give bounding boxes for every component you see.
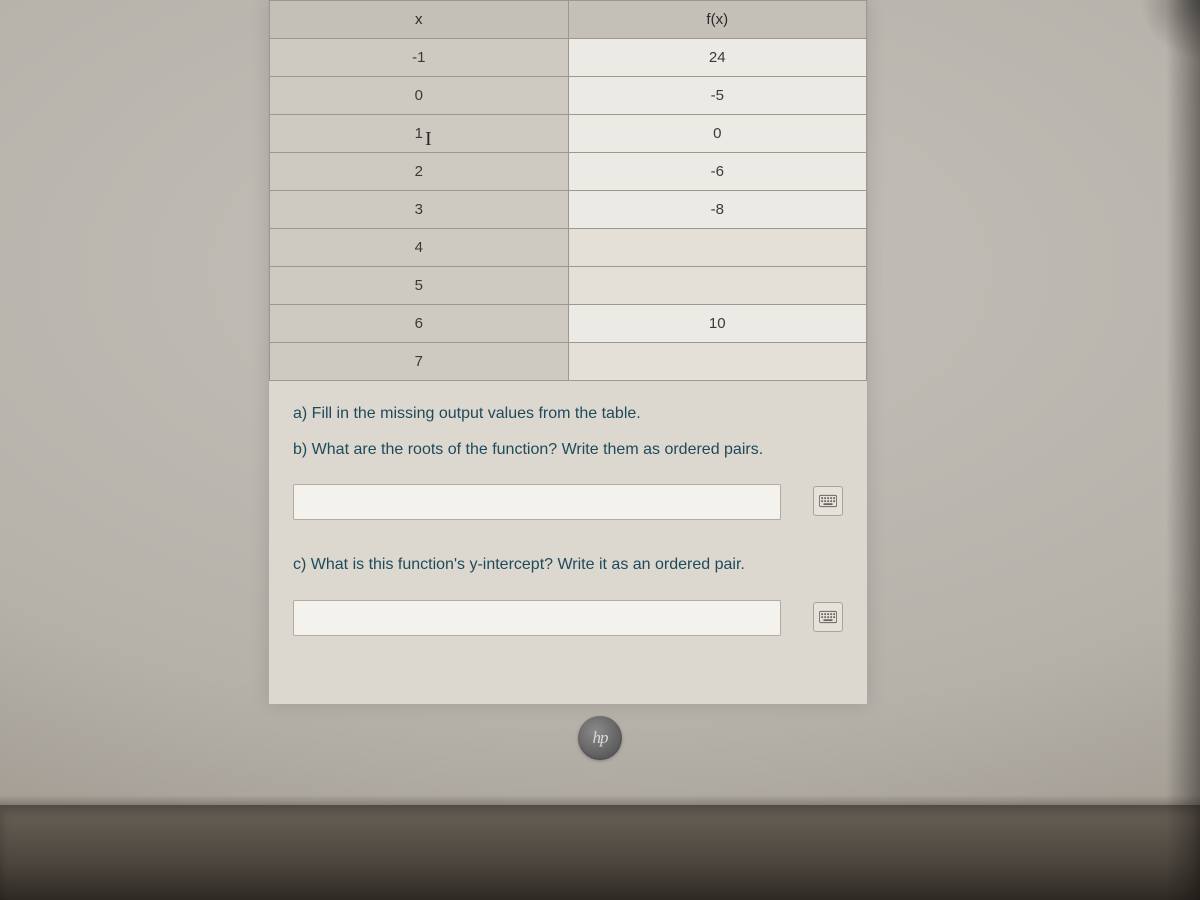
answer-row-b xyxy=(293,484,843,520)
table-header-row: x f(x) xyxy=(270,1,867,39)
table-row: 0 -5 xyxy=(270,77,867,115)
table-row: -1 24 xyxy=(270,39,867,77)
keyboard-button[interactable] xyxy=(813,486,843,516)
cell-fx[interactable] xyxy=(568,229,867,267)
keyboard-button[interactable] xyxy=(813,602,843,632)
table-row: 1 0 xyxy=(270,115,867,153)
cell-x: 3 xyxy=(270,191,569,229)
table-row: 6 10 xyxy=(270,305,867,343)
hp-logo: hp xyxy=(578,716,622,760)
cell-x: 6 xyxy=(270,305,569,343)
keyboard-icon xyxy=(819,494,837,508)
cell-fx[interactable]: -8 xyxy=(568,191,867,229)
cell-fx[interactable] xyxy=(568,343,867,381)
answer-input-c[interactable] xyxy=(293,600,781,636)
table-row: 2 -6 xyxy=(270,153,867,191)
right-vignette xyxy=(1166,0,1200,900)
bezel-strip xyxy=(0,795,1200,805)
keyboard-icon xyxy=(819,610,837,624)
hp-logo-text: hp xyxy=(593,728,608,748)
corner-vignette xyxy=(1140,0,1200,60)
screen-background: x f(x) -1 24 0 -5 1 0 2 xyxy=(0,0,1200,900)
question-c: c) What is this function's y-intercept? … xyxy=(293,554,843,576)
table-row: 5 xyxy=(270,267,867,305)
cell-fx[interactable]: 0 xyxy=(568,115,867,153)
cell-fx[interactable]: 10 xyxy=(568,305,867,343)
cell-fx[interactable]: -5 xyxy=(568,77,867,115)
question-a: a) Fill in the missing output values fro… xyxy=(293,403,843,425)
questions-block: a) Fill in the missing output values fro… xyxy=(269,381,867,484)
laptop-bezel xyxy=(0,805,1200,900)
answer-input-b[interactable] xyxy=(293,484,781,520)
questions-block-2: c) What is this function's y-intercept? … xyxy=(269,548,867,600)
worksheet-panel: x f(x) -1 24 0 -5 1 0 2 xyxy=(268,0,868,704)
table-row: 3 -8 xyxy=(270,191,867,229)
cell-x: 5 xyxy=(270,267,569,305)
cell-x: -1 xyxy=(270,39,569,77)
cell-x: 4 xyxy=(270,229,569,267)
cell-x: 2 xyxy=(270,153,569,191)
cell-fx[interactable]: -6 xyxy=(568,153,867,191)
table-row: 4 xyxy=(270,229,867,267)
answer-row-c xyxy=(293,600,843,636)
header-fx: f(x) xyxy=(568,1,867,39)
cell-fx[interactable]: 24 xyxy=(568,39,867,77)
cell-x: 7 xyxy=(270,343,569,381)
table-row: 7 xyxy=(270,343,867,381)
question-b: b) What are the roots of the function? W… xyxy=(293,439,843,461)
header-x: x xyxy=(270,1,569,39)
cell-fx[interactable] xyxy=(568,267,867,305)
cell-x: 0 xyxy=(270,77,569,115)
cell-x: 1 xyxy=(270,115,569,153)
function-table: x f(x) -1 24 0 -5 1 0 2 xyxy=(269,0,867,381)
